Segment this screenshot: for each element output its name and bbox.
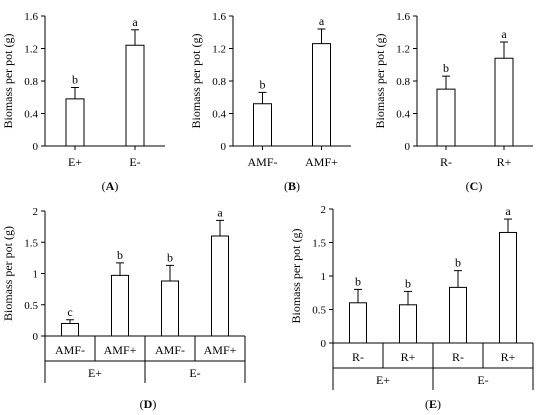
bar: [211, 235, 229, 337]
y-axis-label: Biomass per pot (g): [189, 34, 203, 129]
y-tick-label: 1.6: [212, 11, 226, 23]
significance-letter: a: [501, 27, 507, 41]
x-tick-label: AMF-: [247, 155, 277, 169]
y-tick-label: 0: [33, 141, 39, 153]
panel-letter: E: [429, 397, 437, 411]
bar: [125, 44, 145, 147]
y-tick-label: 0.4: [396, 109, 410, 121]
chart-panel-e: 0 0.5 1 1.5 2 Biomass per pot (g) b R-b R+ b R-a R+…: [289, 204, 534, 411]
significance-letter: b: [117, 248, 123, 262]
x-tick-label: AMF+: [204, 343, 237, 357]
group-label: E-: [189, 366, 200, 380]
y-tick-label: 1.6: [396, 11, 410, 23]
panel-letter: A: [106, 179, 115, 193]
x-tick-label: AMF-: [155, 343, 185, 357]
significance-letter: a: [319, 14, 325, 28]
group-label: E-: [477, 373, 488, 387]
y-tick-label: 0: [33, 331, 39, 343]
x-tick-label: R-: [440, 155, 452, 169]
y-tick-label: 0: [321, 338, 327, 350]
y-tick-label: 1: [321, 271, 327, 283]
x-tick-label: R+: [401, 350, 416, 364]
chart-panel-b: 0 0.4 0.8 1.2 1.6 Biomass per pot (g) b AMF-a AM…: [189, 11, 351, 193]
panel-label: (B): [284, 179, 300, 193]
bar: [312, 43, 331, 147]
x-tick-label: AMF+: [104, 343, 137, 357]
group-label: E+: [88, 366, 102, 380]
bar: [111, 274, 129, 337]
y-tick-label: 1.2: [396, 44, 410, 56]
y-tick-label: 0: [405, 141, 411, 153]
y-tick-label: 0.5: [312, 305, 326, 317]
y-tick-label: 0: [221, 141, 227, 153]
significance-letter: b: [405, 276, 411, 290]
y-axis-label: Biomass per pot (g): [1, 226, 15, 321]
group-label: E+: [376, 373, 390, 387]
panel-letter: D: [144, 397, 153, 411]
y-tick-label: 2: [321, 204, 327, 216]
x-tick-label: E+: [68, 155, 82, 169]
y-tick-label: 1.2: [212, 44, 226, 56]
bar: [161, 280, 179, 337]
significance-letter: a: [217, 205, 223, 219]
y-tick-label: 0.4: [24, 109, 38, 121]
significance-letter: b: [260, 77, 266, 91]
y-tick-label: 1: [33, 269, 39, 281]
panel-label: (D): [140, 397, 157, 411]
bar: [494, 57, 514, 147]
bar: [349, 302, 367, 344]
y-axis-label: Biomass per pot (g): [1, 34, 15, 129]
panel-label: (C): [466, 179, 483, 193]
significance-letter: b: [167, 250, 173, 264]
significance-letter: a: [505, 204, 511, 218]
bar: [436, 88, 456, 147]
x-tick-label: R-: [452, 350, 464, 364]
y-tick-label: 1.6: [24, 11, 38, 23]
significance-letter: b: [443, 61, 449, 75]
significance-letter: a: [132, 15, 138, 29]
bar: [65, 98, 85, 147]
x-tick-label: R-: [352, 350, 364, 364]
y-tick-label: 0.5: [24, 300, 38, 312]
bar: [399, 304, 417, 344]
y-tick-label: 0.4: [212, 109, 226, 121]
x-tick-label: E-: [129, 155, 140, 169]
y-tick-label: 1.5: [24, 237, 38, 249]
x-tick-label: R+: [497, 155, 512, 169]
panel-letter: B: [288, 179, 296, 193]
y-tick-label: 0.8: [212, 76, 226, 88]
bar: [61, 323, 79, 337]
panel-letter: C: [470, 179, 479, 193]
significance-letter: b: [72, 73, 78, 87]
panel-label: (A): [102, 179, 119, 193]
significance-letter: b: [355, 274, 361, 288]
y-tick-label: 0.8: [396, 76, 410, 88]
y-tick-label: 2: [33, 206, 39, 218]
y-axis-label: Biomass per pot (g): [373, 34, 387, 129]
bar: [253, 103, 272, 147]
significance-letter: c: [67, 305, 72, 319]
y-tick-label: 1.2: [24, 44, 38, 56]
panel-label: (E): [425, 397, 441, 411]
bar: [499, 231, 517, 344]
significance-letter: b: [455, 256, 461, 270]
x-tick-label: AMF-: [55, 343, 85, 357]
y-axis-label: Biomass per pot (g): [289, 229, 303, 324]
chart-panel-d: 0 0.5 1 1.5 2 Biomass per pot (g) c AMF-b AMF+ b A…: [1, 205, 246, 411]
chart-panel-a: 0 0.4 0.8 1.2 1.6 Biomass per pot (g) b E+ a E- (A…: [1, 11, 165, 193]
x-tick-label: AMF+: [305, 155, 338, 169]
y-tick-label: 0.8: [24, 76, 38, 88]
chart-panel-c: 0 0.4 0.8 1.2 1.6 Biomass per pot (g) b R-a R+ (C…: [373, 11, 533, 193]
bar: [449, 286, 467, 344]
y-tick-label: 1.5: [312, 238, 326, 250]
x-tick-label: R+: [501, 350, 516, 364]
